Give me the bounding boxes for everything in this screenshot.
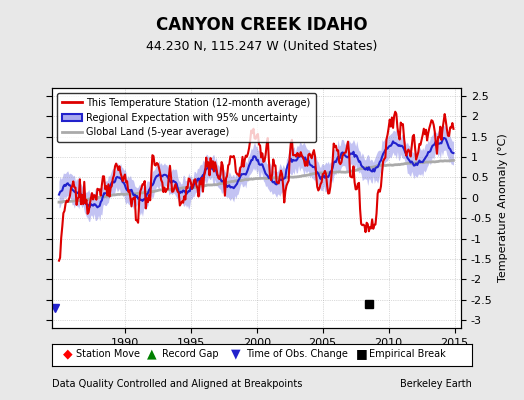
- Text: CANYON CREEK IDAHO: CANYON CREEK IDAHO: [156, 16, 368, 34]
- Text: 44.230 N, 115.247 W (United States): 44.230 N, 115.247 W (United States): [146, 40, 378, 53]
- Text: Station Move: Station Move: [76, 349, 140, 359]
- Y-axis label: Temperature Anomaly (°C): Temperature Anomaly (°C): [498, 134, 508, 282]
- Text: ◆: ◆: [63, 348, 72, 360]
- Text: ▼: ▼: [231, 348, 240, 360]
- Legend: This Temperature Station (12-month average), Regional Expectation with 95% uncer: This Temperature Station (12-month avera…: [57, 93, 315, 142]
- Text: ▲: ▲: [147, 348, 156, 360]
- Text: Time of Obs. Change: Time of Obs. Change: [246, 349, 348, 359]
- Text: Berkeley Earth: Berkeley Earth: [400, 379, 472, 389]
- Text: Empirical Break: Empirical Break: [369, 349, 446, 359]
- Text: ■: ■: [356, 348, 368, 360]
- Text: Record Gap: Record Gap: [162, 349, 219, 359]
- Text: Data Quality Controlled and Aligned at Breakpoints: Data Quality Controlled and Aligned at B…: [52, 379, 303, 389]
